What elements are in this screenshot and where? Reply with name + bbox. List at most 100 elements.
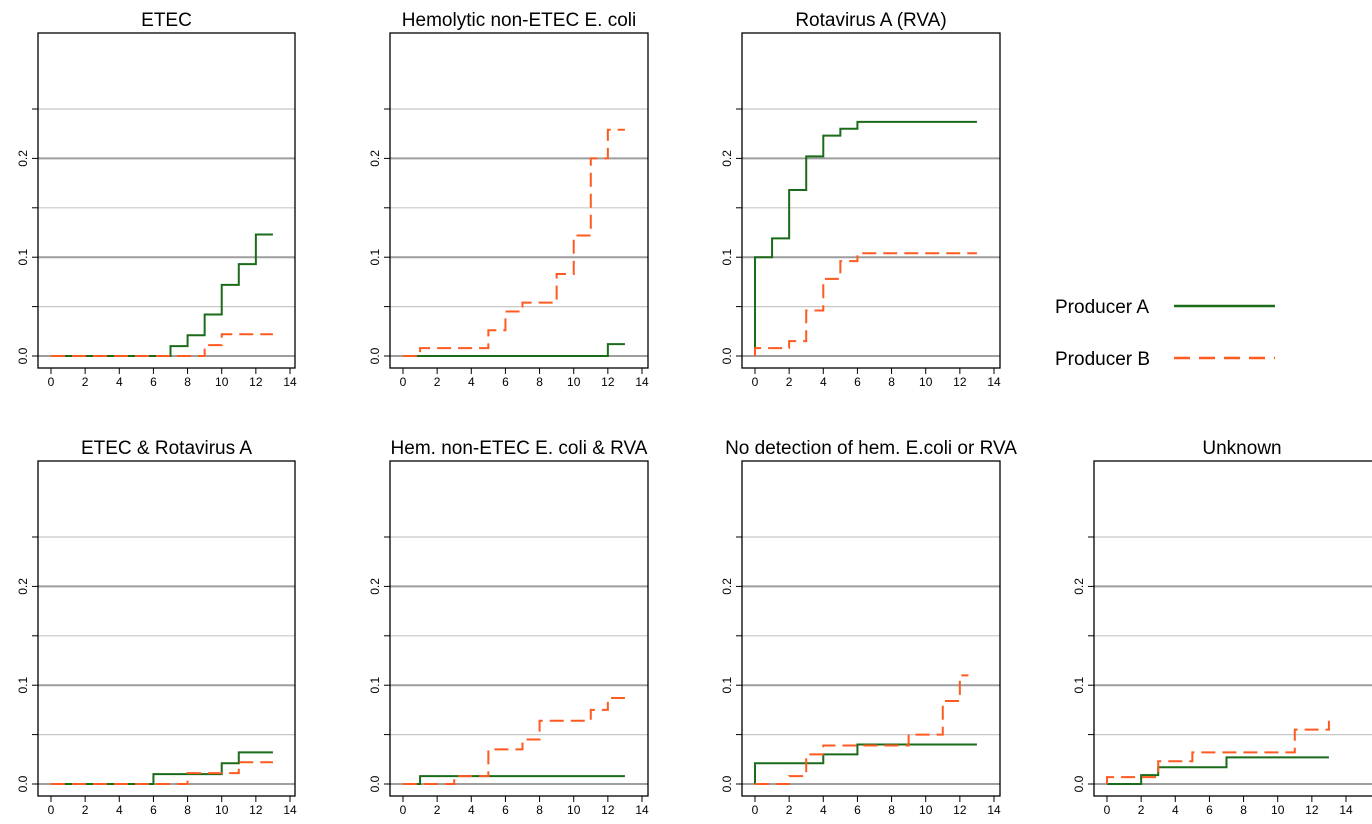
series-line-producer-b bbox=[1106, 720, 1330, 784]
y-tick-label: 0.1 bbox=[368, 249, 382, 266]
plot-frame bbox=[37, 460, 296, 797]
plot-frame bbox=[37, 32, 296, 369]
panel-title: Rotavirus A (RVA) bbox=[795, 10, 946, 31]
x-tick-label: 8 bbox=[536, 803, 543, 817]
x-tick-label: 14 bbox=[283, 375, 297, 389]
x-tick-label: 14 bbox=[987, 375, 1001, 389]
y-tick-label: 0.0 bbox=[1072, 775, 1086, 792]
plot-frame bbox=[741, 32, 1001, 369]
panel-title: ETEC bbox=[141, 10, 192, 31]
panel-5: Hem. non-ETEC E. coli & RVA 0 2 4 6 8 10 12 14 0.… bbox=[368, 438, 649, 817]
plot-frame bbox=[389, 32, 649, 369]
x-tick-label: 0 bbox=[752, 375, 759, 389]
x-tick-label: 14 bbox=[1339, 803, 1353, 817]
y-tick-label: 0.2 bbox=[16, 150, 30, 167]
x-tick-label: 2 bbox=[434, 803, 441, 817]
y-tick-label: 0.2 bbox=[16, 578, 30, 595]
y-tick-label: 0.0 bbox=[720, 775, 734, 792]
x-tick-label: 6 bbox=[502, 375, 509, 389]
legend-label: Producer B bbox=[1055, 349, 1150, 370]
x-tick-label: 4 bbox=[468, 803, 475, 817]
plot-frame bbox=[741, 460, 1001, 797]
x-tick-label: 12 bbox=[249, 375, 263, 389]
x-tick-label: 12 bbox=[601, 803, 615, 817]
x-tick-label: 8 bbox=[888, 375, 895, 389]
x-tick-label: 6 bbox=[1206, 803, 1213, 817]
y-tick-label: 0.2 bbox=[720, 150, 734, 167]
x-tick-label: 4 bbox=[820, 803, 827, 817]
x-tick-label: 0 bbox=[48, 375, 55, 389]
panel-6: No detection of hem. E.coli or RVA 0 2 4 6 8 1… bbox=[720, 438, 1017, 817]
legend-label: Producer A bbox=[1055, 297, 1149, 318]
x-tick-label: 12 bbox=[1305, 803, 1319, 817]
x-tick-label: 0 bbox=[400, 375, 407, 389]
series-line-producer-b bbox=[51, 761, 273, 785]
x-tick-label: 12 bbox=[953, 803, 967, 817]
y-tick-label: 0.0 bbox=[16, 347, 30, 364]
x-tick-label: 10 bbox=[567, 375, 581, 389]
x-tick-label: 14 bbox=[987, 803, 1001, 817]
x-tick-label: 6 bbox=[150, 375, 157, 389]
panel-7: Unknown 0 2 4 6 8 10 12 14 0.0 0.1 0.2 bbox=[1072, 438, 1372, 817]
x-tick-label: 14 bbox=[635, 803, 649, 817]
panel-title: ETEC & Rotavirus A bbox=[81, 438, 252, 459]
panel-1: ETEC 0 2 4 6 8 10 12 14 0.0 0.1 0.2 bbox=[16, 10, 297, 389]
y-tick-label: 0.0 bbox=[368, 347, 382, 364]
series-line-producer-a bbox=[754, 120, 977, 356]
legend: Producer A Producer B bbox=[1055, 297, 1275, 370]
y-tick-label: 0.2 bbox=[720, 578, 734, 595]
x-tick-label: 2 bbox=[82, 803, 89, 817]
x-tick-label: 0 bbox=[752, 803, 759, 817]
y-tick-label: 0.2 bbox=[1072, 578, 1086, 595]
y-tick-label: 0.1 bbox=[16, 677, 30, 694]
x-tick-label: 10 bbox=[1271, 803, 1285, 817]
x-tick-label: 0 bbox=[1104, 803, 1111, 817]
x-tick-label: 4 bbox=[820, 375, 827, 389]
x-tick-label: 12 bbox=[953, 375, 967, 389]
series-line-producer-a bbox=[754, 743, 977, 784]
y-tick-label: 0.0 bbox=[720, 347, 734, 364]
panel-3: Rotavirus A (RVA) 0 2 4 6 8 10 12 14 0.0 0.1 0.2 bbox=[720, 10, 1001, 389]
x-tick-label: 8 bbox=[888, 803, 895, 817]
x-tick-label: 10 bbox=[919, 803, 933, 817]
x-tick-label: 10 bbox=[567, 803, 581, 817]
y-tick-label: 0.1 bbox=[16, 249, 30, 266]
x-tick-label: 2 bbox=[82, 375, 89, 389]
panel-title: Unknown bbox=[1202, 438, 1281, 459]
y-tick-label: 0.1 bbox=[368, 677, 382, 694]
y-tick-label: 0.1 bbox=[720, 677, 734, 694]
series-line-producer-a bbox=[1107, 756, 1329, 785]
x-tick-label: 12 bbox=[601, 375, 615, 389]
y-tick-label: 0.0 bbox=[368, 775, 382, 792]
y-tick-label: 0.1 bbox=[1072, 677, 1086, 694]
x-tick-label: 6 bbox=[854, 375, 861, 389]
y-tick-label: 0.0 bbox=[16, 775, 30, 792]
series-line-producer-a bbox=[51, 233, 273, 357]
x-tick-label: 14 bbox=[283, 803, 297, 817]
x-tick-label: 8 bbox=[536, 375, 543, 389]
x-tick-label: 0 bbox=[400, 803, 407, 817]
plot-frame bbox=[1093, 460, 1372, 797]
x-tick-label: 10 bbox=[919, 375, 933, 389]
y-tick-label: 0.2 bbox=[368, 150, 382, 167]
x-tick-label: 4 bbox=[468, 375, 475, 389]
x-tick-label: 6 bbox=[150, 803, 157, 817]
y-tick-label: 0.1 bbox=[720, 249, 734, 266]
x-tick-label: 0 bbox=[48, 803, 55, 817]
x-tick-label: 2 bbox=[1138, 803, 1145, 817]
x-tick-label: 4 bbox=[1172, 803, 1179, 817]
x-tick-label: 6 bbox=[854, 803, 861, 817]
panel-title: Hem. non-ETEC E. coli & RVA bbox=[391, 438, 648, 459]
x-tick-label: 2 bbox=[786, 375, 793, 389]
x-tick-label: 2 bbox=[434, 375, 441, 389]
x-tick-label: 10 bbox=[215, 375, 229, 389]
panel-title: No detection of hem. E.coli or RVA bbox=[725, 438, 1017, 459]
x-tick-label: 8 bbox=[184, 375, 191, 389]
y-tick-label: 0.2 bbox=[368, 578, 382, 595]
plot-frame bbox=[389, 460, 649, 797]
series-line-producer-b bbox=[403, 697, 625, 785]
panel-title: Hemolytic non-ETEC E. coli bbox=[402, 10, 636, 31]
x-tick-label: 10 bbox=[215, 803, 229, 817]
x-tick-label: 8 bbox=[184, 803, 191, 817]
